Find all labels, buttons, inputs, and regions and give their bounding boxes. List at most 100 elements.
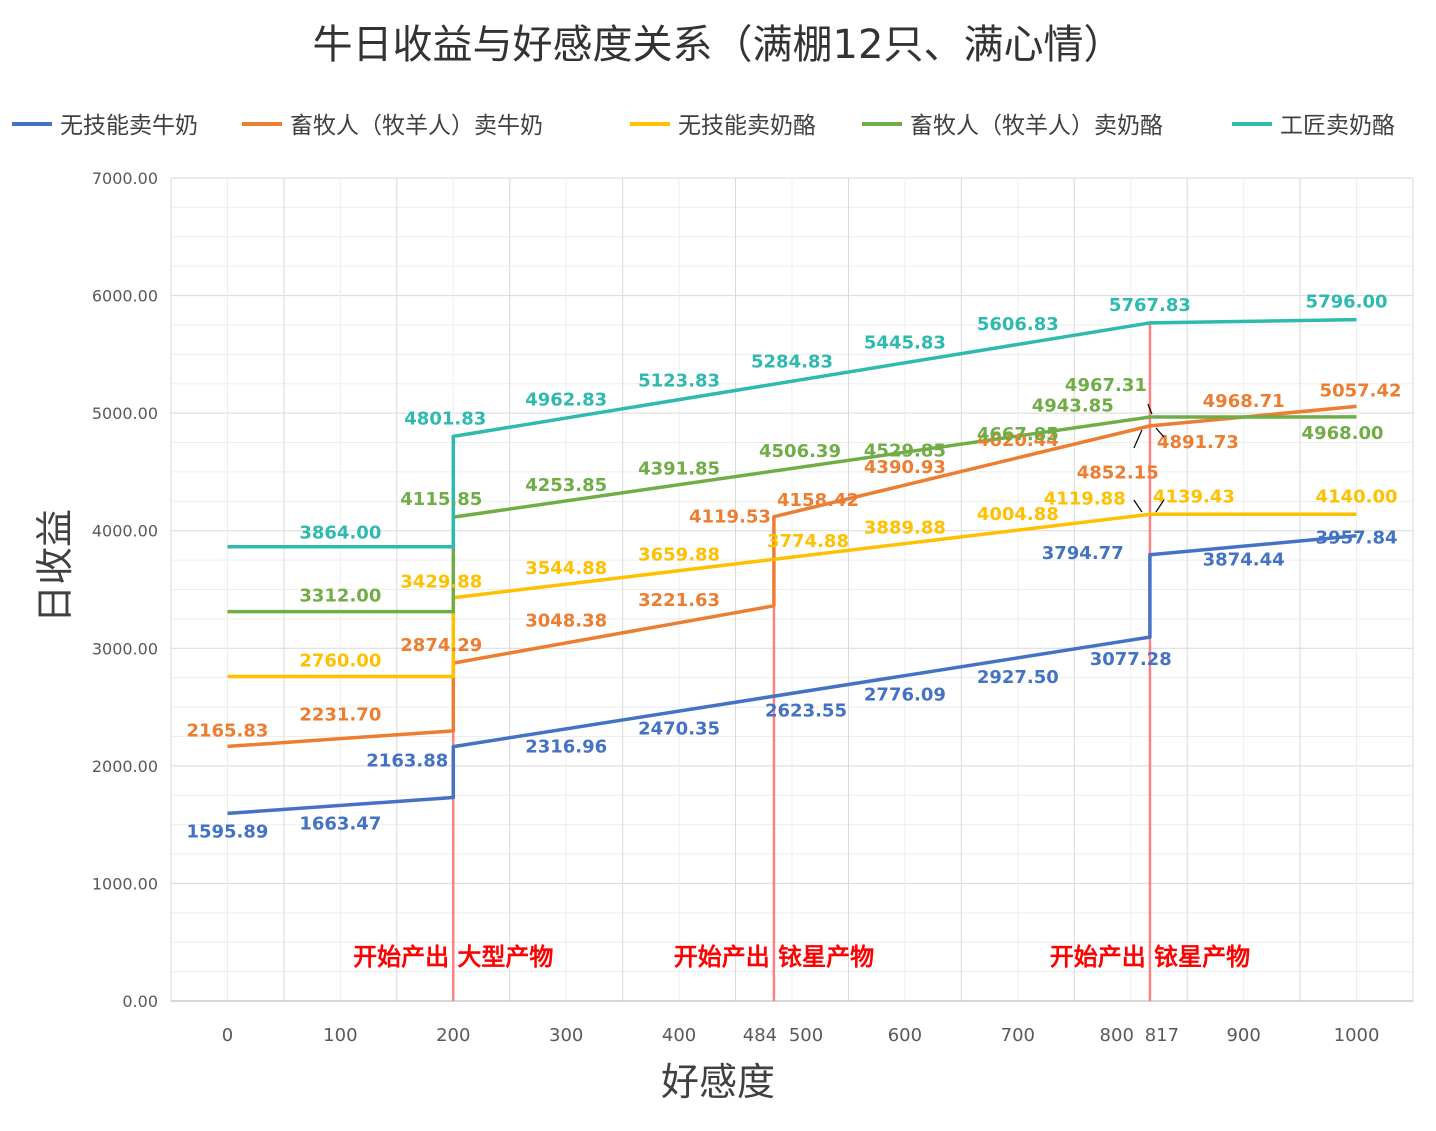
data-label: 4967.31 <box>1065 375 1147 396</box>
legend-entry: 畜牧人（牧羊人）卖奶酪 <box>910 113 1163 139</box>
data-label: 4667.85 <box>977 424 1059 445</box>
data-label: 2165.83 <box>186 720 268 741</box>
data-label: 4004.88 <box>977 504 1059 525</box>
data-label: 4115.85 <box>400 489 482 510</box>
data-label: 4968.71 <box>1203 391 1285 412</box>
x-tick-label: 500 <box>789 1025 823 1046</box>
legend: 无技能卖牛奶 畜牧人（牧羊人）卖牛奶 无技能卖奶酪 畜牧人（牧羊人）卖奶酪 工匠卖奶酪 <box>12 113 1395 139</box>
data-label: 2776.09 <box>864 685 946 706</box>
y-tick-label: 6000.00 <box>92 287 158 306</box>
data-label: 2470.35 <box>638 719 720 740</box>
data-label: 3774.88 <box>767 531 849 552</box>
data-label: 2316.96 <box>525 737 607 758</box>
data-label: 2623.55 <box>765 701 847 722</box>
data-label: 4968.00 <box>1302 423 1384 444</box>
data-label: 3312.00 <box>299 586 381 607</box>
y-tick-label: 4000.00 <box>92 522 158 541</box>
x-tick-label: 600 <box>888 1025 922 1046</box>
x-tick-label: 100 <box>323 1025 357 1046</box>
x-tick-label: 300 <box>549 1025 583 1046</box>
series-line <box>227 404 1357 749</box>
data-label: 4158.42 <box>777 490 859 511</box>
data-label: 4891.73 <box>1157 432 1239 453</box>
data-label: 2163.88 <box>366 751 448 772</box>
data-label: 2760.00 <box>299 651 381 672</box>
data-label: 1663.47 <box>299 813 381 834</box>
data-label: 2874.29 <box>400 635 482 656</box>
x-tick-label: 817 <box>1145 1025 1179 1046</box>
data-label: 5606.83 <box>977 314 1059 335</box>
data-label: 4390.93 <box>864 457 946 478</box>
y-tick-label: 2000.00 <box>92 757 158 776</box>
x-tick-label: 0 <box>222 1025 233 1046</box>
data-label: 3221.63 <box>638 590 720 611</box>
y-tick-label: 7000.00 <box>92 169 158 188</box>
series-lines <box>227 317 1357 816</box>
data-label: 5767.83 <box>1109 295 1191 316</box>
x-axis-title: 好感度 <box>661 1060 775 1104</box>
series-line <box>227 317 1357 549</box>
data-label: 4253.85 <box>525 475 607 496</box>
x-tick-label: 700 <box>1001 1025 1035 1046</box>
axes: 0.00 1000.00 2000.00 3000.00 4000.00 5000.00 6… <box>92 169 1413 1046</box>
marker-annotation: 开始产出 铱星产物 <box>674 943 874 971</box>
data-label: 2927.50 <box>977 667 1059 688</box>
data-label: 4506.39 <box>759 441 841 462</box>
y-tick-label: 0.00 <box>122 992 158 1011</box>
leader-line <box>1133 429 1143 449</box>
x-tick-label: 1000 <box>1334 1025 1380 1046</box>
data-label: 4801.83 <box>404 408 486 429</box>
data-label: 3544.88 <box>525 558 607 579</box>
x-tick-label: 484 <box>743 1025 777 1046</box>
data-label: 3889.88 <box>864 518 946 539</box>
data-label: 3429.88 <box>400 572 482 593</box>
grid <box>170 177 1414 1002</box>
legend-entry: 畜牧人（牧羊人）卖牛奶 <box>290 113 543 139</box>
data-label: 3659.88 <box>638 545 720 566</box>
y-tick-label: 1000.00 <box>92 874 158 893</box>
data-label: 5057.42 <box>1320 380 1402 401</box>
data-label: 3048.38 <box>525 611 607 632</box>
data-label: 2231.70 <box>299 705 381 726</box>
leader-line <box>1155 427 1165 438</box>
data-label: 3957.84 <box>1316 528 1398 549</box>
data-label: 4119.88 <box>1044 489 1126 510</box>
data-label: 3794.77 <box>1042 543 1124 564</box>
legend-entry: 无技能卖奶酪 <box>678 113 816 139</box>
marker-annotation: 开始产出 大型产物 <box>353 943 553 971</box>
data-label: 3864.00 <box>299 523 381 544</box>
data-label: 4962.83 <box>525 390 607 411</box>
data-label: 5284.83 <box>751 352 833 373</box>
data-label: 4852.15 <box>1077 463 1159 484</box>
data-label: 5445.83 <box>864 333 946 354</box>
data-label: 3874.44 <box>1203 549 1285 570</box>
data-label: 4529.85 <box>864 440 946 461</box>
data-label: 4140.00 <box>1316 486 1398 507</box>
marker-annotation: 开始产出 铱星产物 <box>1050 943 1250 971</box>
data-labels: 1595.89 1663.47 2163.88 2316.96 2470.35 2623.… <box>186 292 1401 843</box>
data-label: 4139.43 <box>1153 486 1235 507</box>
leader-line <box>1155 499 1165 513</box>
data-label: 4620.44 <box>977 430 1059 451</box>
data-label: 3077.28 <box>1090 649 1172 670</box>
data-label: 5796.00 <box>1306 292 1388 313</box>
data-label: 4119.53 <box>689 507 771 528</box>
legend-entry: 无技能卖牛奶 <box>60 113 198 139</box>
x-tick-label: 800 <box>1100 1025 1134 1046</box>
chart-title: 牛日收益与好感度关系（满棚12只、满心情） <box>313 22 1124 68</box>
x-tick-label: 900 <box>1226 1025 1260 1046</box>
x-tick-label: 200 <box>436 1025 470 1046</box>
data-label: 5123.83 <box>638 371 720 392</box>
data-label: 1595.89 <box>186 821 268 842</box>
legend-entry: 工匠卖奶酪 <box>1280 113 1395 139</box>
x-tick-label: 400 <box>662 1025 696 1046</box>
data-label: 4391.85 <box>638 459 720 480</box>
y-tick-label: 5000.00 <box>92 404 158 423</box>
leader-line <box>1133 499 1143 513</box>
y-axis-title: 日收益 <box>33 509 77 623</box>
y-tick-label: 3000.00 <box>92 639 158 658</box>
leader-line <box>1147 403 1153 415</box>
